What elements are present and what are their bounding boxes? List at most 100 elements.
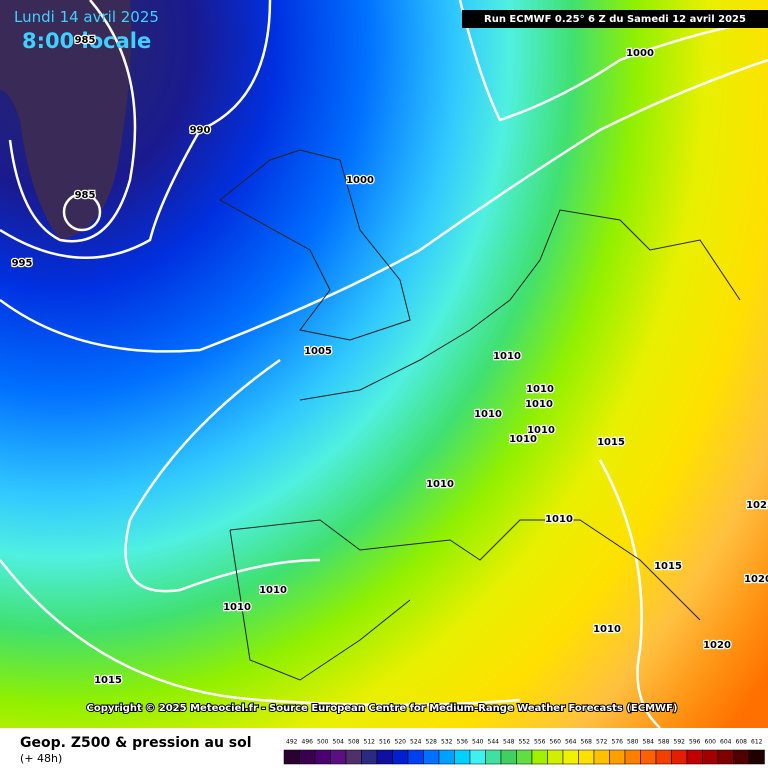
isobar-label: 1010 <box>474 409 502 420</box>
legend-label: 524 <box>410 739 422 746</box>
forecast-date: Lundi 14 avril 2025 <box>14 8 159 26</box>
coastline <box>219 149 741 681</box>
isobar <box>0 0 272 260</box>
copyright: Copyright © 2025 Meteociel.fr - Source E… <box>87 703 678 714</box>
legend-swatch <box>671 749 688 765</box>
legend-label: 520 <box>395 739 407 746</box>
isobar-label: 1020 <box>744 574 768 585</box>
legend-label: 512 <box>364 739 376 746</box>
isobar <box>124 358 321 593</box>
isobar <box>0 58 768 353</box>
legend-swatch <box>314 749 331 765</box>
legend-label: 596 <box>689 739 701 746</box>
legend-label: 504 <box>333 739 345 746</box>
legend-swatch <box>640 749 657 765</box>
legend-label: 600 <box>705 739 717 746</box>
legend-label: 516 <box>379 739 391 746</box>
run-box <box>462 10 768 28</box>
isobar-label: 1010 <box>593 624 621 635</box>
run-info: Run ECMWF 0.25° 6 Z du Samedi 12 avril 2… <box>484 14 746 25</box>
legend-swatch <box>717 749 734 765</box>
legend-swatch <box>438 749 455 765</box>
isobar-label: 985 <box>75 35 96 46</box>
legend-swatch <box>686 749 703 765</box>
legend-label: 552 <box>519 739 531 746</box>
isobar <box>0 559 521 707</box>
isobar-label: 985 <box>75 190 96 201</box>
legend-label: 536 <box>457 739 469 746</box>
legend-swatch <box>562 749 579 765</box>
legend-swatch <box>593 749 610 765</box>
isobar-label: 1010 <box>259 585 287 596</box>
isobar-label: 1010 <box>525 399 553 410</box>
legend-swatch <box>392 749 409 765</box>
isobar-label: 1025 <box>746 500 768 511</box>
legend-label: 592 <box>674 739 686 746</box>
isobar-label: 995 <box>12 258 33 269</box>
legend-swatch <box>702 749 719 765</box>
legend-label: 612 <box>751 739 763 746</box>
legend-swatch <box>500 749 517 765</box>
legend-swatch <box>283 749 300 765</box>
legend-label: 528 <box>426 739 438 746</box>
legend-swatch <box>299 749 316 765</box>
legend-label: 584 <box>643 739 655 746</box>
legend-swatch <box>407 749 424 765</box>
legend-label: 608 <box>736 739 748 746</box>
legend-swatch <box>609 749 626 765</box>
legend-swatch <box>516 749 533 765</box>
isobar-label: 1010 <box>509 434 537 445</box>
legend-swatch <box>531 749 548 765</box>
legend-swatch <box>454 749 471 765</box>
legend-swatch <box>345 749 362 765</box>
legend-swatch <box>547 749 564 765</box>
legend-swatch <box>655 749 672 765</box>
isobar-label: 1020 <box>703 640 731 651</box>
legend-swatch <box>578 749 595 765</box>
legend-label: 492 <box>286 739 298 746</box>
legend-label: 532 <box>441 739 453 746</box>
legend-swatch <box>469 749 486 765</box>
isobar-label: 1010 <box>223 602 251 613</box>
legend-label: 560 <box>550 739 562 746</box>
isobar <box>62 192 102 232</box>
isobar-label: 1010 <box>426 479 454 490</box>
legend-label: 496 <box>302 739 314 746</box>
legend-swatch <box>423 749 440 765</box>
legend-swatch <box>376 749 393 765</box>
isobar-label: 1010 <box>545 514 573 525</box>
legend-label: 500 <box>317 739 329 746</box>
footer-lead: (+ 48h) <box>20 752 62 765</box>
legend-label: 556 <box>534 739 546 746</box>
legend-label: 540 <box>472 739 484 746</box>
legend-label: 576 <box>612 739 624 746</box>
isobar-label: 1015 <box>654 561 682 572</box>
footer-title: Geop. Z500 & pression au sol <box>20 735 252 751</box>
legend-label: 508 <box>348 739 360 746</box>
isobar-labels: 985 990 985 995 1000 1000 1005 1010 1010 1010 1010… <box>10 34 768 688</box>
isobar <box>598 459 661 729</box>
isobar-label: 1000 <box>346 175 374 186</box>
legend-swatch <box>748 749 765 765</box>
isobar-label: 990 <box>190 125 211 136</box>
legend-swatch <box>485 749 502 765</box>
legend-label: 604 <box>720 739 732 746</box>
low-core <box>0 0 132 240</box>
legend-label: 548 <box>503 739 515 746</box>
forecast-time: 8:00 locale <box>22 29 151 53</box>
isobar <box>458 0 768 122</box>
isobar-label: 1000 <box>626 48 654 59</box>
legend-label: 568 <box>581 739 593 746</box>
legend-label: 572 <box>596 739 608 746</box>
legend-label: 544 <box>488 739 500 746</box>
legend-label: 564 <box>565 739 577 746</box>
legend: 492 496 500 504 508 512 516 520 524 528 532 536 540 5… <box>283 739 765 765</box>
isobar-label: 1010 <box>493 351 521 362</box>
legend-swatch <box>361 749 378 765</box>
legend-label: 588 <box>658 739 670 746</box>
legend-swatch <box>624 749 641 765</box>
field <box>0 0 768 728</box>
isobar-label: 1005 <box>304 346 332 357</box>
isobar-label: 1010 <box>526 384 554 395</box>
